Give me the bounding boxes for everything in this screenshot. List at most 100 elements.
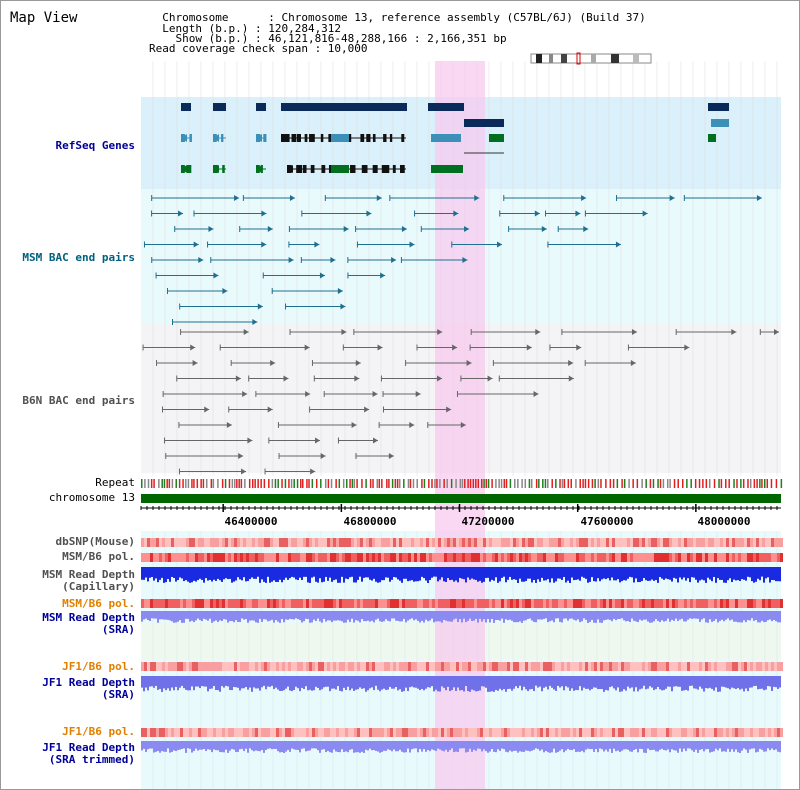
msm-depth-capillary-bar [361,567,363,582]
show-range-info: Show (b.p.) : 46,121,816-48,288,166 : 2,… [149,32,507,45]
refseq-gene-block [428,103,464,111]
jf1-depth-trimmed-bar [339,741,341,753]
dbsnp-cell [699,538,702,547]
jf1-depth-sra-bar [229,676,231,690]
jf1-depth-sra-bar [283,676,285,691]
msm-depth-capillary-bar [773,567,775,581]
jf1-depth-trimmed-bar [469,741,471,749]
track-label-msm-b6-pol[interactable]: MSM/B6 pol. [62,550,135,563]
repeat-element [749,479,752,488]
dbsnp-cell [672,538,675,547]
jf1-depth-trimmed-bar [209,741,211,750]
jf1-depth-sra-bar [525,676,527,690]
repeat-element [394,479,397,488]
track-label-msm-bac[interactable]: MSM BAC end pairs [22,251,135,264]
track-label-dbsnp[interactable]: dbSNP(Mouse) [55,535,135,548]
msm-depth-capillary-bar [571,567,573,578]
jf1-b6-pol-cell [465,662,468,671]
msm-b6-pol-sra-cell [390,599,393,608]
track-label-jf1-depth-trimmed[interactable]: JF1 Read Depth [42,741,135,754]
repeat-element [345,479,348,488]
track-label-jf1-b6-pol-2[interactable]: JF1/B6 pol. [62,725,135,738]
msm-depth-sra-bar [573,611,575,620]
msm-b6-pol-sra-cell [669,599,672,608]
jf1-b6-pol-2-cell [528,728,531,737]
msm-depth-sra-bar [653,611,655,622]
msm-b6-pol-cell [663,553,666,562]
jf1-depth-trimmed-bar [443,741,445,752]
msm-b6-pol-sra-cell [771,599,774,608]
msm-depth-capillary-bar [187,567,189,582]
msm-b6-pol-cell [678,553,681,562]
jf1-depth-sra-bar [645,676,647,690]
jf1-b6-pol-2-cell [687,728,690,737]
msm-depth-capillary-bar [501,567,503,578]
jf1-b6-pol-cell [168,662,171,671]
msm-depth-sra-bar [521,611,523,623]
jf1-b6-pol-cell [609,662,612,671]
msm-b6-pol-cell [648,553,651,562]
msm-depth-capillary-bar [421,567,423,577]
track-label-msm-b6-pol-sra[interactable]: MSM/B6 pol. [62,597,135,610]
msm-depth-capillary-bar [597,567,599,579]
msm-depth-sra-bar [269,611,271,621]
dbsnp-cell [201,538,204,547]
track-label-jf1-b6-pol[interactable]: JF1/B6 pol. [62,660,135,673]
msm-b6-pol-sra-cell [615,599,618,608]
dbsnp-cell [693,538,696,547]
ideogram-band [591,54,596,63]
jf1-b6-pol-2-cell [579,728,582,737]
jf1-depth-sra-bar [749,676,751,688]
msm-b6-pol-cell [483,553,486,562]
track-label-msm-depth-capillary[interactable]: MSM Read Depth [42,568,135,581]
jf1-depth-sra-bar [301,676,303,688]
dbsnp-cell [174,538,177,547]
jf1-b6-pol-2-cell [279,728,282,737]
msm-depth-capillary-bar [609,567,611,581]
track-label-b6n-bac[interactable]: B6N BAC end pairs [22,394,135,407]
jf1-b6-pol-2-cell [543,728,546,737]
dbsnp-cell [531,538,534,547]
track-label-refseq[interactable]: RefSeq Genes [55,139,135,152]
jf1-depth-sra-bar [605,676,607,690]
track-label-msm-depth-sra[interactable]: MSM Read Depth [42,611,135,624]
repeat-element [713,479,716,488]
msm-depth-capillary-bar [157,567,159,583]
jf1-depth-sra-bar [587,676,589,689]
repeat-element [628,479,630,488]
msm-depth-capillary-bar [491,567,493,580]
jf1-depth-sra-bar [231,676,233,691]
jf1-b6-pol-2-cell [444,728,447,737]
msm-depth-sra-bar [231,611,233,622]
msm-depth-capillary-bar [693,567,695,578]
track-label-jf1-depth-sra[interactable]: JF1 Read Depth [42,676,135,689]
msm-depth-capillary-bar [601,567,603,580]
msm-depth-capillary-bar [409,567,411,581]
jf1-depth-trimmed-bar [389,741,391,751]
repeat-element [538,479,540,488]
jf1-b6-pol-cell [702,662,705,671]
msm-depth-sra-bar [635,611,637,622]
dbsnp-cell [498,538,501,547]
repeat-element [600,479,602,488]
msm-b6-pol-sra-cell [531,599,534,608]
jf1-depth-trimmed-bar [559,741,561,751]
jf1-b6-pol-2-cell [360,728,363,737]
msm-b6-pol-cell [651,553,654,562]
msm-depth-capillary-bar [339,567,341,583]
jf1-depth-sra-bar [445,676,447,691]
repeat-element [636,479,639,488]
jf1-depth-trimmed-bar [737,741,739,753]
msm-b6-pol-cell [726,553,729,562]
jf1-depth-sra-bar [167,676,169,689]
jf1-depth-sra-bar [203,676,205,687]
refseq-gene-block [431,165,463,173]
msm-depth-capillary-bar [653,567,655,581]
jf1-depth-trimmed-bar [251,741,253,751]
msm-b6-pol-cell [582,553,585,562]
refseq-gene-exon [304,134,308,142]
repeat-element [182,479,184,488]
jf1-depth-sra-bar [453,676,455,688]
jf1-depth-sra-bar [299,676,301,692]
